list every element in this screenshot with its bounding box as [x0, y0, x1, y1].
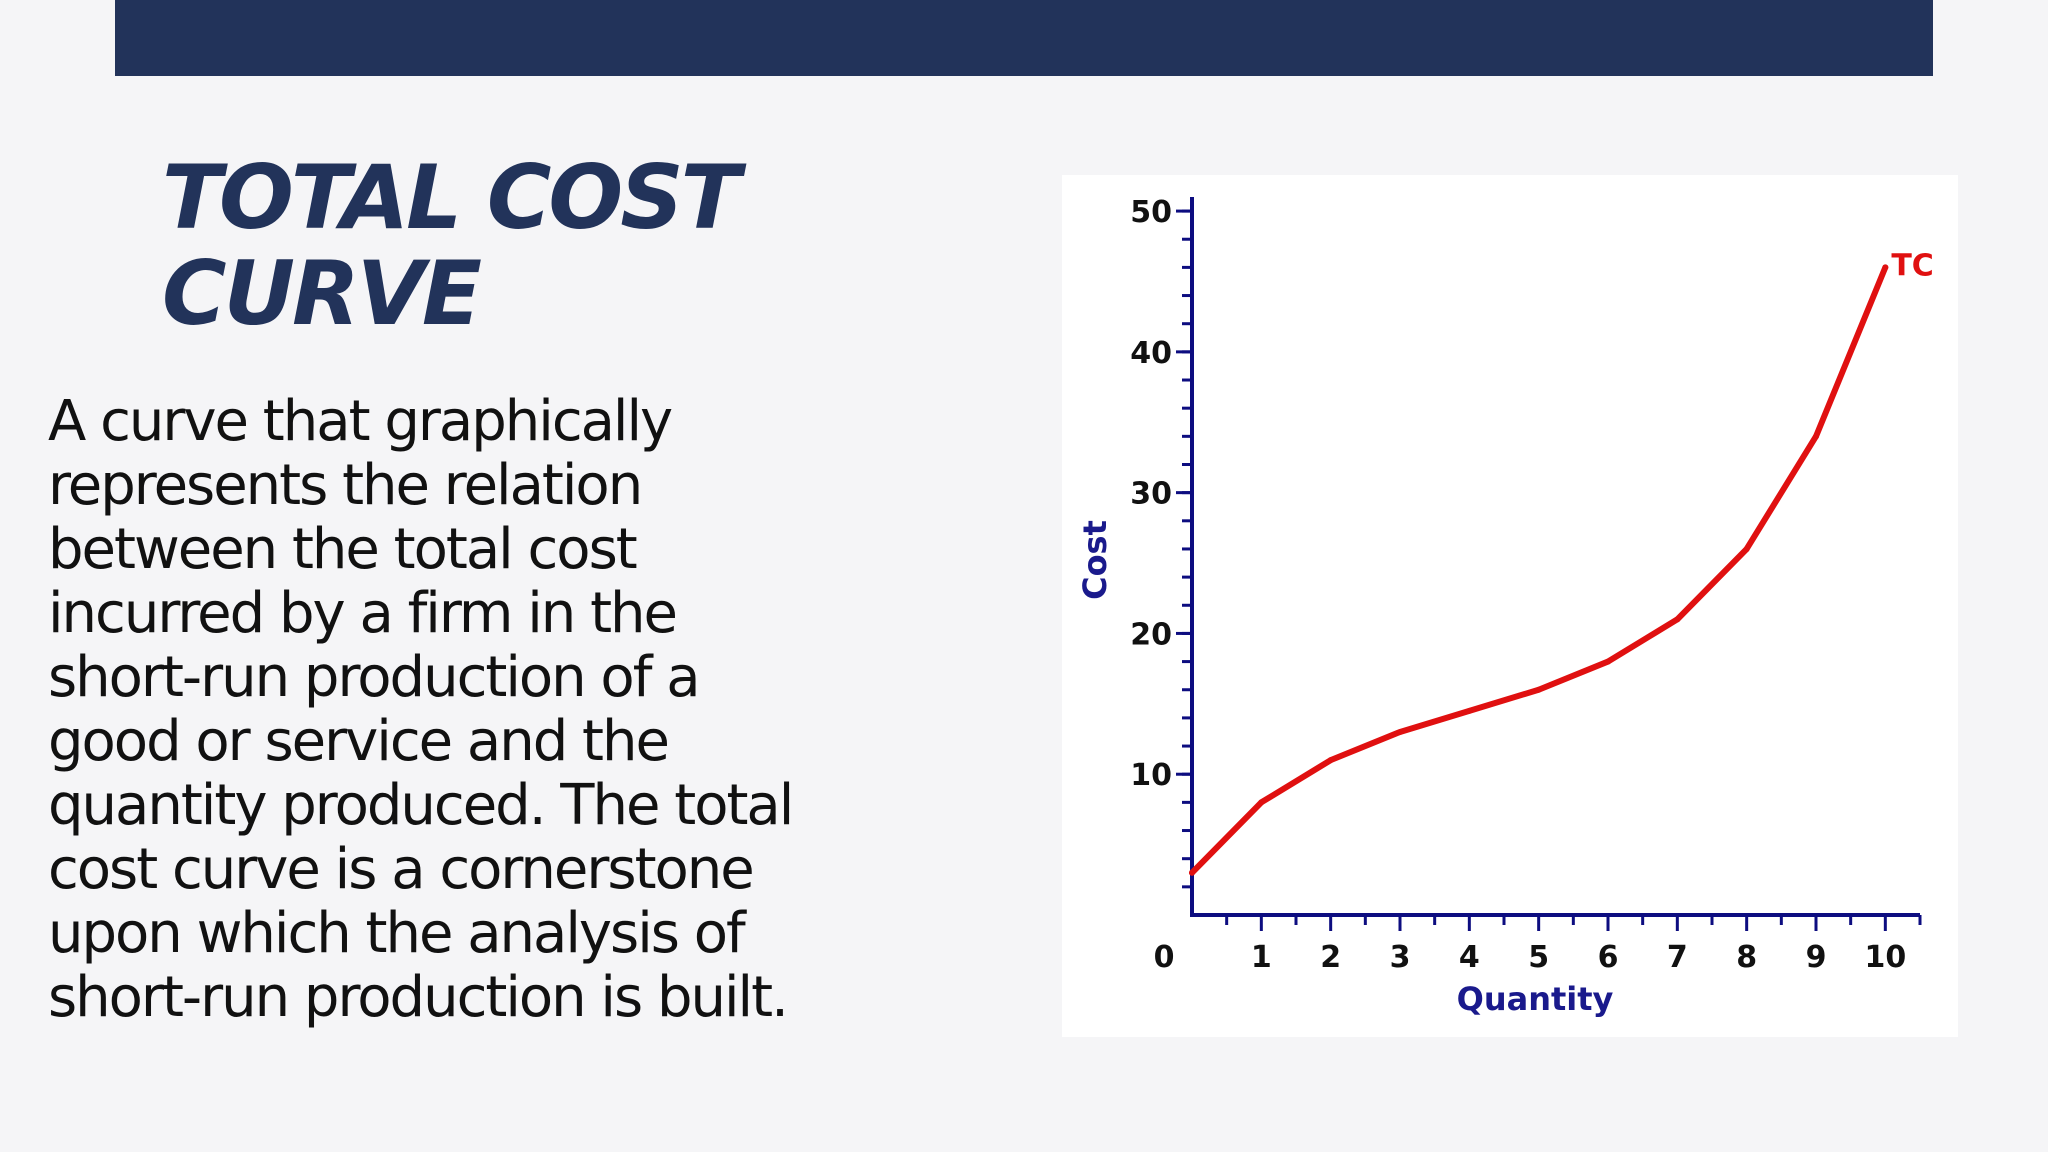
x-tick-label: 7	[1667, 940, 1688, 975]
x-tick-label: 9	[1806, 940, 1827, 975]
body-line: cost curve is a cornerstone	[48, 837, 755, 902]
x-tick-label: 5	[1528, 940, 1549, 975]
x-tick-label: 2	[1320, 940, 1341, 975]
x-tick-label: 1	[1251, 940, 1272, 975]
body-line: represents the relation	[48, 453, 643, 518]
y-tick-label: 50	[1130, 195, 1172, 230]
tc-data-point	[1813, 433, 1819, 440]
body-line: A curve that graphically	[48, 389, 673, 454]
body-line: between the total cost	[48, 517, 638, 582]
top-banner-bar	[115, 0, 1933, 76]
tc-data-point	[1674, 616, 1681, 623]
tc-data-point	[1882, 264, 1889, 271]
tc-data-point	[1258, 799, 1265, 806]
y-tick-label: 40	[1130, 336, 1172, 371]
origin-label: 0	[1154, 940, 1175, 975]
tc-data-point	[1605, 658, 1611, 665]
body-line: quantity produced. The total	[48, 773, 794, 838]
x-tick-label: 3	[1390, 940, 1411, 975]
tc-data-point	[1535, 686, 1542, 693]
total-cost-chart: Cost Quantity 10 20 30 40 50 1 2 3 4 5 6 7 8 9 10 0 TC	[1062, 175, 1958, 1037]
x-tick-label: 6	[1598, 940, 1619, 975]
tc-data-point	[1397, 728, 1403, 735]
slide-title: TOTAL COST CURVE	[162, 146, 741, 345]
tc-curve-line	[1189, 264, 1889, 876]
slide-title-line-1: TOTAL COST	[162, 146, 741, 249]
x-axis-title: Quantity	[1457, 980, 1614, 1018]
body-line: short-run production of a	[48, 645, 701, 710]
tc-data-point	[1743, 545, 1750, 552]
chart-canvas: Cost Quantity 10 20 30 40 50 1 2 3 4 5 6 7 8 9 10 0 TC	[1076, 195, 1934, 1018]
x-tick-label: 8	[1736, 940, 1757, 975]
x-tick-label: 4	[1459, 940, 1480, 975]
x-tick-label: 10	[1864, 940, 1906, 975]
body-line: incurred by a firm in the	[48, 581, 678, 646]
y-axis-title: Cost	[1076, 520, 1114, 600]
y-tick-label: 30	[1130, 477, 1172, 512]
tc-data-point	[1189, 869, 1195, 876]
body-line: short-run production is built.	[48, 965, 789, 1030]
tc-data-point	[1466, 707, 1473, 714]
slide-body-text: A curve that graphically represents the …	[48, 390, 928, 1030]
body-line: upon which the analysis of	[48, 901, 746, 966]
body-line: good or service and the	[48, 709, 670, 774]
series-label-tc: TC	[1891, 248, 1933, 283]
y-tick-label: 10	[1130, 758, 1172, 793]
tc-data-point	[1327, 757, 1334, 764]
y-tick-label: 20	[1130, 617, 1172, 652]
slide-title-line-2: CURVE	[162, 242, 482, 345]
